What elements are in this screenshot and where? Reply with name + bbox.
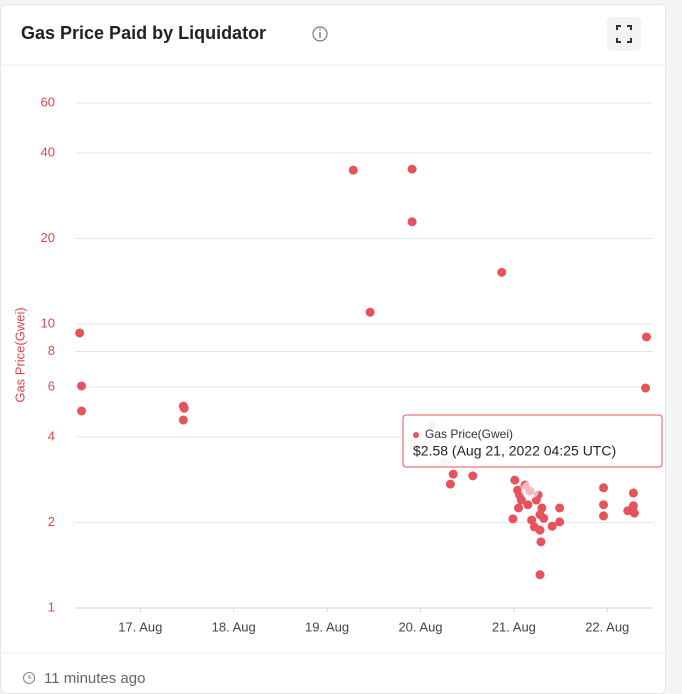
point — [179, 403, 189, 413]
point — [599, 511, 609, 521]
point — [555, 503, 565, 513]
point — [497, 267, 507, 277]
x-tick-label: 17. Aug — [118, 619, 162, 634]
hover-halo — [521, 481, 539, 499]
point — [547, 521, 557, 531]
point — [445, 479, 455, 489]
card — [0, 4, 666, 694]
point — [523, 500, 533, 510]
expand-button[interactable] — [607, 17, 641, 51]
y-tick-label: 2 — [48, 514, 55, 529]
y-tick-label: 40 — [41, 144, 55, 159]
point — [508, 514, 518, 524]
point — [535, 525, 545, 535]
x-tick-label: 20. Aug — [398, 619, 442, 634]
y-tick-label: 8 — [48, 343, 55, 358]
point — [178, 415, 188, 425]
y-axis-label: Gas Price(Gwei) — [12, 307, 27, 402]
x-tick-label: 21. Aug — [492, 619, 536, 634]
point — [527, 515, 537, 525]
point — [77, 406, 87, 416]
tooltip: Gas Price(Gwei) $2.58 (Aug 21, 2022 04:2… — [402, 414, 663, 468]
y-tick-label: 60 — [41, 94, 55, 109]
point — [365, 307, 375, 317]
point — [516, 495, 526, 505]
info-icon[interactable] — [312, 26, 328, 42]
point — [75, 328, 85, 338]
y-tick-label: 10 — [41, 315, 55, 330]
x-tick-label: 19. Aug — [305, 619, 349, 634]
point — [536, 537, 546, 547]
point — [407, 217, 417, 227]
point — [407, 164, 417, 174]
y-tick-label: 6 — [48, 378, 55, 393]
tooltip-value: $2.58 (Aug 21, 2022 04:25 UTC) — [413, 443, 616, 459]
point — [629, 508, 639, 518]
point — [599, 500, 609, 510]
point — [514, 503, 524, 513]
point — [641, 332, 651, 342]
x-tick-label: 22. Aug — [585, 619, 629, 634]
point — [641, 383, 651, 393]
point — [348, 165, 358, 175]
point — [510, 475, 520, 485]
point — [628, 501, 638, 511]
point — [555, 517, 565, 527]
tooltip-series: Gas Price(Gwei) — [425, 427, 513, 441]
y-tick-label: 1 — [48, 599, 55, 614]
point — [539, 513, 549, 523]
updated-time: 11 minutes ago — [44, 670, 145, 687]
x-tick-label: 18. Aug — [212, 619, 256, 634]
point — [535, 570, 545, 580]
y-tick-label: 4 — [48, 428, 55, 443]
point — [537, 503, 547, 513]
point — [628, 488, 638, 498]
y-tick-label: 20 — [41, 230, 55, 245]
clock-icon — [22, 671, 36, 685]
point — [468, 471, 478, 481]
chart-title: Gas Price Paid by Liquidator — [21, 23, 266, 43]
point — [77, 381, 87, 391]
point — [448, 469, 458, 479]
point — [599, 483, 609, 493]
